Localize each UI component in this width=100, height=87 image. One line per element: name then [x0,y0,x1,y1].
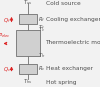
Text: $T_{cs}$: $T_{cs}$ [23,0,33,7]
Bar [19,14,37,24]
Text: $T_h$: $T_h$ [38,51,46,60]
Bar [19,64,37,74]
Text: $T_f$: $T_f$ [38,23,46,32]
Text: $T_{hs}$: $T_{hs}$ [23,77,33,86]
Text: $R_c$: $R_c$ [38,64,46,73]
Text: $Q_f$: $Q_f$ [3,16,11,25]
Text: Cold source: Cold source [46,1,80,6]
Text: Hot spring: Hot spring [46,80,76,85]
Text: $Q_c$: $Q_c$ [3,65,11,74]
Text: $P_{elec}$: $P_{elec}$ [0,32,11,40]
Text: $T_c$: $T_c$ [38,25,46,34]
Text: $R_f$: $R_f$ [38,15,45,24]
Text: Heat exchanger: Heat exchanger [46,66,92,71]
Text: Thermoelectric module: Thermoelectric module [46,40,100,45]
Bar [16,30,40,56]
Text: Cooling exchanger: Cooling exchanger [46,17,100,22]
